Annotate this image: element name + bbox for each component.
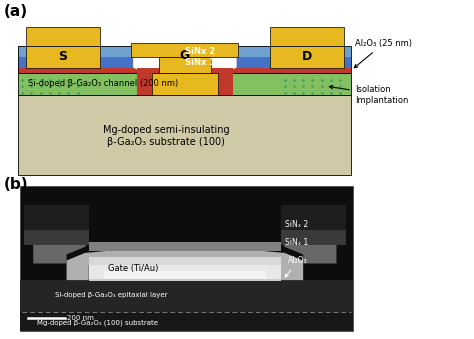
Text: D: D — [302, 50, 312, 63]
Bar — [89, 265, 281, 280]
Bar — [18, 67, 351, 73]
Text: SiNₓ 1: SiNₓ 1 — [285, 238, 308, 247]
Bar — [18, 73, 351, 95]
Bar — [159, 57, 211, 73]
Bar — [18, 46, 351, 73]
Polygon shape — [137, 67, 152, 95]
Bar — [18, 95, 351, 175]
Bar — [89, 257, 281, 280]
Bar — [270, 46, 344, 67]
Text: Al₂O₃: Al₂O₃ — [285, 256, 308, 277]
Text: SiNx 1: SiNx 1 — [184, 58, 215, 67]
Text: 200 nm: 200 nm — [66, 316, 93, 321]
Polygon shape — [133, 46, 237, 73]
Bar — [18, 46, 351, 57]
Text: Gate (Ti/Au): Gate (Ti/Au) — [108, 263, 158, 273]
Bar — [89, 279, 281, 281]
Text: Mg-doped semi-insulating
β-Ga₂O₃ substrate (100): Mg-doped semi-insulating β-Ga₂O₃ substra… — [103, 125, 230, 147]
Polygon shape — [66, 250, 303, 280]
Text: G: G — [180, 49, 190, 62]
Bar — [20, 312, 353, 332]
Text: Mg-doped β-Ga₂O₃ (100) substrate: Mg-doped β-Ga₂O₃ (100) substrate — [37, 319, 158, 326]
Text: Al₂O₃ (25 nm): Al₂O₃ (25 nm) — [355, 39, 412, 68]
Bar — [152, 73, 218, 95]
Bar — [26, 27, 100, 46]
Polygon shape — [218, 67, 233, 95]
Text: Isolation
Implantation: Isolation Implantation — [329, 85, 408, 105]
Bar — [20, 280, 353, 312]
Bar — [103, 271, 266, 280]
Polygon shape — [281, 241, 337, 263]
Bar — [26, 46, 100, 67]
Bar — [24, 205, 89, 230]
Bar — [89, 242, 281, 252]
Bar — [20, 186, 353, 332]
Text: SiNₓ 2: SiNₓ 2 — [285, 220, 308, 230]
Polygon shape — [281, 230, 346, 245]
Text: SiNx 2: SiNx 2 — [184, 46, 215, 56]
Bar — [144, 67, 226, 73]
Bar — [131, 43, 238, 57]
Bar — [270, 27, 344, 46]
Polygon shape — [24, 230, 89, 245]
Text: Si-doped β-Ga₂O₃ epitaxial layer: Si-doped β-Ga₂O₃ epitaxial layer — [55, 292, 168, 298]
Polygon shape — [33, 241, 89, 263]
Text: S: S — [58, 50, 67, 63]
Text: Si-doped β-Ga₂O₃ channel (200 nm): Si-doped β-Ga₂O₃ channel (200 nm) — [28, 79, 179, 88]
Bar — [281, 205, 346, 230]
Text: (b): (b) — [4, 177, 28, 193]
Bar — [18, 57, 351, 67]
Text: (a): (a) — [4, 4, 28, 19]
